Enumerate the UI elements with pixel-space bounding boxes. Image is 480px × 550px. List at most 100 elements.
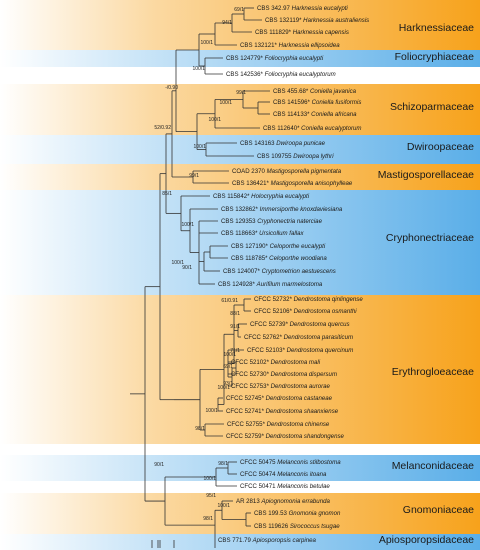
strain-code: CBS 124779* — [226, 55, 265, 62]
species-name: Dendrostoma quercus — [290, 321, 350, 328]
strain-code: CFCC 52759* — [226, 433, 266, 440]
support-value: 100/1 — [217, 385, 230, 391]
taxon-label: AR 2813 Apiognomonia errabunda — [236, 498, 330, 505]
species-name: Sirococcus tsugae — [290, 523, 340, 530]
support-value: 100/1 — [192, 66, 205, 72]
species-name: Coniella africana — [311, 111, 357, 118]
support-value: 100/1 — [208, 117, 221, 123]
taxon-label: CBS 115842* Holocryphia eucalypti — [213, 193, 310, 200]
strain-code: CFCC 52739* — [250, 321, 290, 328]
strain-code: CBS 142536* — [226, 71, 265, 78]
family-band — [0, 534, 480, 550]
taxon-label: CBS 124779* Foliocryphia eucalypti — [226, 55, 324, 62]
support-value: 100/1 — [200, 40, 213, 46]
taxon-label: CBS 124928* Aurifilum marmelostoma — [218, 281, 323, 288]
strain-code: CFCC 52762* — [244, 334, 284, 341]
support-value: 100/1 — [203, 476, 216, 482]
taxon-label: CBS 455.68* Coniella javanica — [273, 88, 357, 95]
species-name: Harknessia ellipsoidea — [279, 42, 341, 49]
strain-code: CBS 112640* — [263, 125, 301, 132]
family-label: Apiosporopsidaceae — [379, 534, 474, 546]
species-name: Gnomonia gnomon — [289, 510, 341, 517]
taxon-label: CFCC 52762* Dendrostoma parasiticum — [244, 334, 353, 341]
species-name: Dendrostoma parasiticum — [284, 334, 353, 341]
taxon-label: CBS 129353 Cryphonectria naterciae — [221, 218, 323, 225]
family-band — [0, 84, 480, 135]
family-label: Cryphonectriaceae — [386, 232, 474, 244]
taxon-label: CFCC 50475 Melanconis stilbostoma — [240, 459, 341, 466]
species-name: Ursicollum fallax — [259, 230, 304, 237]
strain-code: CBS 127190* — [231, 243, 270, 250]
strain-code: CFCC 50471 — [240, 483, 277, 490]
strain-code: CBS 118663* — [221, 230, 259, 237]
strain-code: CBS 342.97 — [257, 5, 292, 12]
species-name: Celoporthe eucalypti — [270, 243, 326, 250]
strain-code: CBS 455.68* — [273, 88, 310, 95]
family-band — [0, 295, 480, 444]
taxon-label: CFCC 52745* Dendrostoma castaneae — [226, 395, 333, 402]
taxon-label: CBS 143163 Dwiroopa punicae — [240, 140, 326, 147]
taxon-label: CBS 771.79 Apiosporopsis carpinea — [218, 537, 317, 544]
taxon-label: CBS 132121* Harknessia ellipsoidea — [240, 42, 340, 49]
strain-code: CBS 141596* — [273, 99, 312, 106]
support-value: 69/1 — [234, 7, 244, 13]
taxon-label: CFCC 52741* Dendrostoma shaanxiense — [226, 408, 339, 415]
strain-code: CBS 132121* — [240, 42, 279, 49]
species-name: Apiognomonia errabunda — [260, 498, 330, 505]
strain-code: CBS 114133* — [273, 111, 311, 118]
family-label: Harknessiaceae — [399, 22, 474, 34]
taxon-label: CFCC 52732* Dendrostoma qinlingense — [254, 296, 363, 303]
taxon-label: CBS 109755 Dwiroopa lythri — [257, 153, 334, 160]
strain-code: CBS 129353 — [221, 218, 257, 225]
taxon-label: CBS 124007* Cryptometrion aestuescens — [223, 268, 336, 275]
support-value: 71/1 — [230, 348, 240, 354]
family-label: Mastigosporellaceae — [378, 169, 474, 181]
species-name: Dendrostoma shaanxiense — [266, 408, 339, 415]
taxon-label: CBS 112640* Coniella eucalyptorum — [263, 125, 361, 132]
support-value: 69/1 — [223, 364, 233, 370]
strain-code: CFCC 52755* — [227, 421, 267, 428]
support-value: 61/0.91 — [221, 298, 238, 304]
strain-code: CFCC 52102* — [231, 359, 271, 366]
family-band — [0, 50, 480, 67]
taxon-label: CFCC 52103* Dendrostoma quercinum — [247, 347, 353, 354]
taxon-label: CBS 136421* Mastigosporella anisophyllea… — [232, 180, 353, 187]
support-value: 99/1 — [189, 173, 199, 179]
species-name: Dwiroopa punicae — [276, 140, 325, 147]
strain-code: CFCC 52745* — [226, 395, 266, 402]
strain-code: CBS 109755 — [257, 153, 293, 160]
strain-code: CBS 132119* — [265, 17, 303, 24]
support-value: -/0.90 — [165, 85, 178, 91]
taxon-label: CBS 127190* Celoporthe eucalypti — [231, 243, 326, 250]
species-name: Cryptometrion aestuescens — [262, 268, 336, 275]
strain-code: COAD 2370 — [232, 168, 267, 175]
taxon-label: CFCC 50474 Melanconis itoana — [240, 471, 327, 478]
strain-code: CFCC 52106* — [254, 308, 294, 315]
taxon-label: CBS 142536* Foliocryphia eucalyptorum — [226, 71, 336, 78]
species-name: Melanconis betulae — [277, 483, 330, 490]
taxon-label: CFCC 52739* Dendrostoma quercus — [250, 321, 350, 328]
taxon-label: CBS 141596* Coniella fusiformis — [273, 99, 361, 106]
species-name: Dendrostoma castaneae — [266, 395, 333, 402]
support-value: 100/1 — [205, 408, 218, 414]
strain-code: CBS 199.53 — [254, 510, 289, 517]
family-band — [0, 493, 480, 534]
taxon-label: CBS 114133* Coniella africana — [273, 111, 357, 118]
support-value: 91/1 — [230, 324, 240, 330]
family-band — [0, 0, 480, 50]
taxon-label: CBS 132862* Immersiporthe knoxdaviesiana — [221, 206, 343, 213]
species-name: Apiosporopsis carpinea — [252, 537, 317, 544]
taxon-label: CFCC 52730* Dendrostoma dispersum — [231, 371, 337, 378]
support-value: 100/1 — [219, 100, 232, 106]
family-band — [0, 135, 480, 164]
taxon-label: CBS 132119* Harknessia australiensis — [265, 17, 369, 24]
species-name: Dendrostoma osmanthi — [294, 308, 358, 315]
species-name: Mastigosporella pigmentata — [267, 168, 342, 175]
strain-code: CBS 119626 — [254, 523, 290, 530]
species-name: Foliocryphia eucalyptorum — [265, 71, 336, 78]
strain-code: CBS 124928* — [218, 281, 257, 288]
family-label: Schizoparmaceae — [390, 101, 474, 113]
species-name: Melanconis stilbostoma — [277, 459, 341, 466]
species-name: Holocryphia eucalypti — [251, 193, 310, 200]
